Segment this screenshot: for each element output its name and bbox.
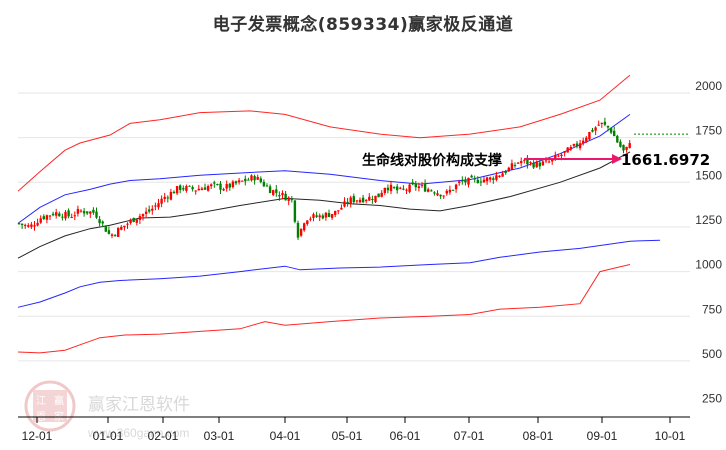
y-tick-label: 1250: [695, 213, 722, 227]
outer-lower-line: [17, 264, 631, 354]
x-tick-label: 05-01: [332, 429, 363, 443]
x-tick-label: 02-01: [148, 429, 179, 443]
x-tick-label: 01-01: [93, 429, 124, 443]
grid-lines: [18, 92, 690, 362]
y-tick-label: 2000: [695, 79, 722, 93]
channel-lines: [17, 74, 661, 354]
y-tick-label: 750: [702, 302, 722, 316]
watermark-brand: 赢家江恩软件: [88, 395, 190, 415]
candlesticks: [17, 117, 631, 241]
x-tick-label: 03-01: [204, 429, 235, 443]
y-tick-label: 500: [702, 347, 722, 361]
life-line-line: [17, 151, 631, 259]
support-value-label: 1661.6972: [621, 151, 710, 169]
x-tick-label: 04-01: [270, 429, 301, 443]
arrowhead-icon: [612, 154, 622, 164]
svg-text:江: 江: [36, 395, 46, 407]
axes: 2000 1750 1500 1250 1000 750 500 250 12-01 01-01 0…: [18, 79, 722, 443]
y-tick-label: 1750: [695, 124, 722, 138]
x-tick-label: 12-01: [22, 429, 53, 443]
watermark-url: www.360gann.com: [87, 426, 189, 440]
x-tick-label: 07-01: [454, 429, 485, 443]
annotation-layer: 生命线对股价构成支撑 1661.6972: [362, 133, 710, 169]
y-tick-label: 1500: [695, 168, 722, 182]
x-tick-label: 09-01: [587, 429, 618, 443]
support-annotation-text: 生命线对股价构成支撑: [362, 152, 502, 169]
y-tick-label: 1000: [695, 258, 722, 272]
x-tick-label: 10-01: [655, 429, 686, 443]
chart-title: 电子发票概念(859334)赢家极反通道: [212, 15, 514, 35]
y-tick-label: 250: [702, 392, 722, 406]
x-tick-label: 06-01: [390, 429, 421, 443]
svg-text:赢: 赢: [54, 394, 64, 407]
inner-upper-line: [17, 113, 631, 224]
x-tick-label: 08-01: [523, 429, 554, 443]
outer-upper-line: [17, 74, 631, 192]
inner-lower-line: [17, 239, 661, 308]
